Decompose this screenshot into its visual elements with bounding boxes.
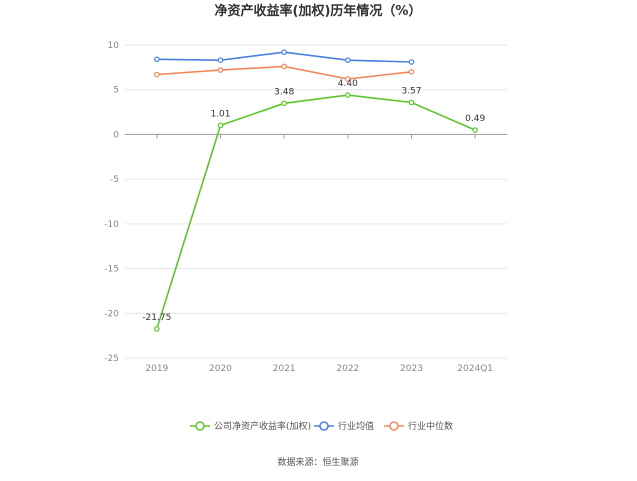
y-tick-label: -10	[104, 220, 119, 230]
data-label: 4.40	[338, 79, 358, 89]
data-point	[408, 59, 415, 65]
series-layer	[154, 49, 478, 332]
x-tick-label: 2022	[336, 364, 359, 374]
data-point	[408, 99, 415, 106]
x-tick-label: 2021	[273, 364, 296, 374]
data-point	[408, 69, 415, 75]
data-point	[217, 122, 224, 129]
data-point	[345, 92, 351, 98]
legend-item[interactable]: 公司净资产收益率(加权)	[190, 420, 311, 432]
data-point	[154, 71, 160, 78]
source-note: 数据来源：恒生聚源	[277, 456, 358, 468]
y-tick-label: -5	[110, 175, 119, 185]
y-tick-label: -20	[104, 309, 119, 319]
legend-item[interactable]: 行业中位数	[384, 420, 453, 432]
y-tick-label: -25	[104, 354, 119, 364]
data-point	[217, 67, 224, 73]
series-line-0	[156, 94, 476, 330]
y-tick-label: -15	[104, 265, 119, 275]
legend-item[interactable]: 行业均值	[314, 420, 374, 432]
data-label: 3.48	[274, 87, 294, 97]
data-point	[281, 49, 287, 55]
data-point	[217, 57, 224, 64]
data-label: 3.57	[401, 87, 421, 97]
legend-label: 公司净资产收益率(加权)	[214, 420, 311, 432]
data-point	[154, 326, 160, 332]
legend-label: 行业均值	[338, 420, 374, 432]
y-tick-label: 10	[108, 41, 120, 51]
grid-lines	[125, 44, 507, 359]
y-tick-label: 0	[113, 130, 119, 140]
legend-label: 行业中位数	[408, 420, 453, 432]
legend-marker	[319, 421, 329, 431]
axes: 10 5 0 -5 -10 -15 -20 -25 2019 2020 2021 2022 2023 20…	[104, 41, 507, 374]
x-tick-label: 2020	[209, 364, 232, 374]
data-label: -21.75	[142, 313, 171, 323]
data-point	[154, 56, 160, 63]
data-point	[281, 63, 287, 70]
data-point	[345, 76, 351, 82]
y-tick-label: 5	[113, 86, 119, 96]
x-tick-label: 2024Q1	[457, 364, 493, 374]
data-point	[472, 127, 478, 133]
data-point	[345, 57, 351, 64]
legend-marker	[389, 421, 399, 431]
data-labels: -21.75 1.01 3.48 4.40 3.57 0.49	[142, 79, 485, 323]
data-label: 1.01	[210, 109, 230, 119]
legend-marker	[195, 421, 205, 431]
x-tick-label: 2019	[145, 364, 168, 374]
x-tick-label: 2023	[400, 364, 423, 374]
data-label: 0.49	[465, 114, 485, 124]
data-point	[281, 100, 287, 107]
chart-title: 净资产收益率(加权)历年情况（%）	[215, 3, 422, 19]
legend: 公司净资产收益率(加权) 行业均值 行业中位数	[190, 420, 453, 432]
